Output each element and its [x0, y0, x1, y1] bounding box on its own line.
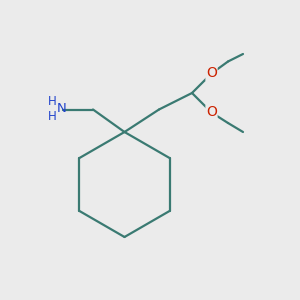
- Text: H: H: [48, 94, 57, 108]
- Text: O: O: [206, 106, 217, 119]
- Text: O: O: [206, 67, 217, 80]
- Text: N: N: [56, 101, 66, 115]
- Text: H: H: [48, 110, 57, 123]
